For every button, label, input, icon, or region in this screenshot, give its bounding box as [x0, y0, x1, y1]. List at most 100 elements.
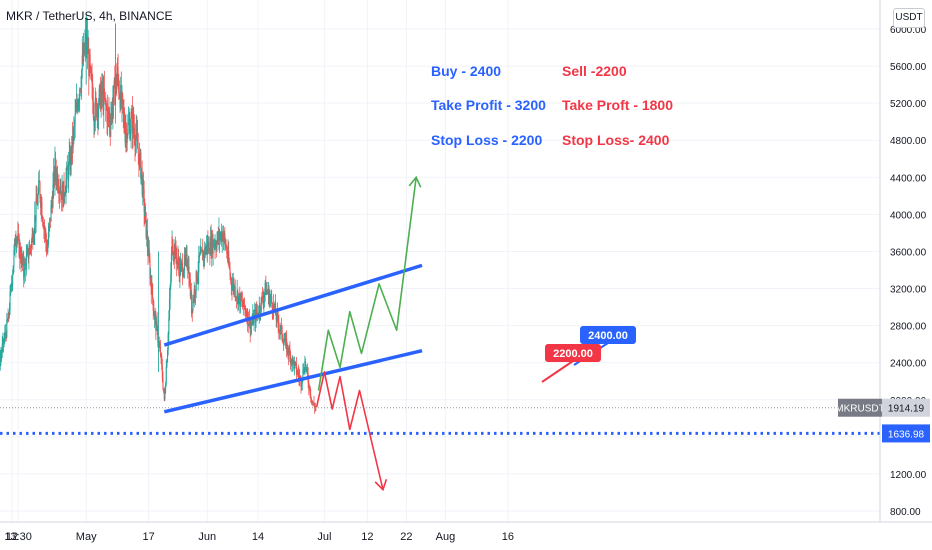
- candle-body: [122, 100, 124, 113]
- candle-body: [4, 332, 6, 339]
- candle-body: [48, 225, 50, 232]
- symbol-price-label-bg: [838, 398, 882, 417]
- candle-body: [90, 66, 92, 69]
- candle-body: [81, 55, 83, 71]
- candle-body: [202, 252, 204, 261]
- buy-entry-note: Buy - 2400: [431, 63, 502, 79]
- candle-body: [143, 189, 145, 213]
- candle-body: [105, 105, 107, 109]
- candle-body: [188, 266, 190, 286]
- candle-body: [166, 350, 169, 362]
- candle-body: [2, 338, 4, 345]
- candle-body: [236, 291, 238, 298]
- candle-body: [179, 264, 181, 275]
- candle-body: [209, 253, 211, 255]
- candle-body: [314, 405, 316, 409]
- candle-body: [268, 289, 270, 305]
- x-tick-label: Aug: [436, 531, 456, 543]
- candle-body: [80, 87, 82, 90]
- candle-body: [153, 310, 155, 315]
- candle-body: [144, 206, 146, 217]
- candle-body: [265, 282, 267, 295]
- candle-body: [181, 263, 184, 277]
- channel-lower-line: [163, 348, 423, 414]
- candle-body: [163, 392, 165, 397]
- candle-body: [0, 355, 2, 359]
- candle-body: [15, 240, 17, 243]
- candle-body: [106, 108, 108, 123]
- candle-body: [310, 397, 312, 402]
- candle-body: [205, 249, 207, 255]
- candle-body: [79, 89, 81, 100]
- candle-body: [120, 85, 122, 104]
- candle-body: [2, 338, 5, 344]
- candle-body: [49, 218, 51, 222]
- candle-body: [182, 275, 184, 277]
- candle-body: [271, 302, 273, 311]
- candle-body: [6, 319, 8, 322]
- candle-body: [32, 234, 34, 244]
- candle-body: [209, 237, 212, 255]
- candle-body: [288, 352, 290, 357]
- candle-body: [159, 343, 161, 348]
- candle-body: [309, 386, 311, 395]
- candle-body: [229, 268, 231, 276]
- candle-body: [1, 344, 3, 354]
- candle-body: [63, 181, 65, 197]
- candle-body: [305, 367, 307, 369]
- y-tick-label: 2400.00: [890, 359, 927, 370]
- candle-body: [208, 242, 210, 250]
- candle-body: [232, 281, 234, 285]
- candle-body: [112, 103, 114, 116]
- sell-price-tag-text: 2200.00: [553, 348, 593, 360]
- candle-body: [258, 305, 260, 316]
- candle-body: [23, 258, 25, 274]
- candle-body: [153, 313, 156, 320]
- candle-body: [51, 202, 53, 208]
- candle-body: [228, 263, 230, 269]
- candle-body: [20, 258, 22, 265]
- candle-body: [203, 252, 205, 258]
- sell-take-profit-note: Take Proft - 1800: [562, 97, 674, 113]
- candle-body: [96, 100, 98, 118]
- candle-body: [86, 36, 89, 54]
- candle-body: [269, 297, 271, 299]
- candle-body: [68, 161, 70, 181]
- candle-body: [53, 170, 55, 182]
- candle-body: [43, 226, 45, 228]
- candle-body: [152, 298, 154, 311]
- candle-body: [166, 361, 168, 368]
- candle-body: [173, 245, 175, 255]
- candle-body: [195, 271, 197, 292]
- candle-body: [3, 338, 5, 344]
- candle-body: [267, 289, 269, 294]
- candle-body: [45, 241, 48, 252]
- candle-body: [252, 314, 255, 325]
- sell-price-tag-pointer: [541, 360, 574, 383]
- candle-body: [204, 247, 206, 255]
- candle-body: [194, 289, 196, 295]
- candle-body: [243, 298, 245, 308]
- candle-body: [144, 206, 146, 213]
- candle-body: [116, 75, 118, 86]
- candle-body: [220, 232, 222, 237]
- candle-body: [122, 93, 124, 101]
- candle-body: [219, 236, 221, 240]
- candle-body: [196, 278, 199, 283]
- candle-body: [40, 197, 42, 208]
- candle-body: [183, 255, 186, 271]
- currency-button[interactable]: USDT: [893, 8, 925, 28]
- candle-body: [21, 255, 23, 263]
- candle-body: [311, 401, 313, 403]
- candle-body: [224, 233, 226, 240]
- candle-body: [162, 378, 164, 389]
- candle-body: [296, 373, 298, 375]
- candle-body: [239, 294, 241, 307]
- candle-body: [116, 67, 118, 76]
- candle-body: [270, 295, 272, 298]
- candle-body: [77, 101, 79, 110]
- candle-body: [54, 157, 56, 182]
- candle-body: [141, 170, 143, 195]
- candle-body: [133, 127, 135, 140]
